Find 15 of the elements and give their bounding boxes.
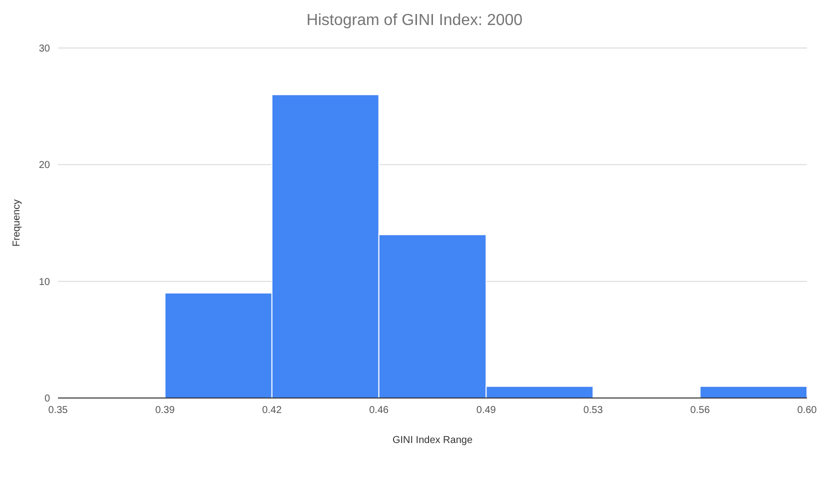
x-tick-label: 0.56 bbox=[690, 405, 710, 416]
x-axis-title: GINI Index Range bbox=[392, 435, 473, 446]
x-tick-label: 0.42 bbox=[262, 405, 282, 416]
y-tick-label: 10 bbox=[38, 276, 50, 288]
y-tick-label: 0 bbox=[44, 394, 50, 405]
x-tick-label: 0.46 bbox=[369, 405, 390, 416]
chart-title: Histogram of GINI Index: 2000 bbox=[305, 11, 524, 30]
y-tick-label: 20 bbox=[38, 160, 50, 172]
y-axis-title: Frequency bbox=[12, 199, 23, 247]
x-tick-label: 0.39 bbox=[155, 405, 176, 416]
x-tick-label: 0.60 bbox=[797, 405, 818, 416]
x-tick-label: 0.53 bbox=[583, 405, 604, 416]
x-tick-label: 0.35 bbox=[48, 405, 68, 416]
y-tick-label: 30 bbox=[38, 44, 50, 55]
x-tick-label: 0.49 bbox=[476, 405, 496, 416]
